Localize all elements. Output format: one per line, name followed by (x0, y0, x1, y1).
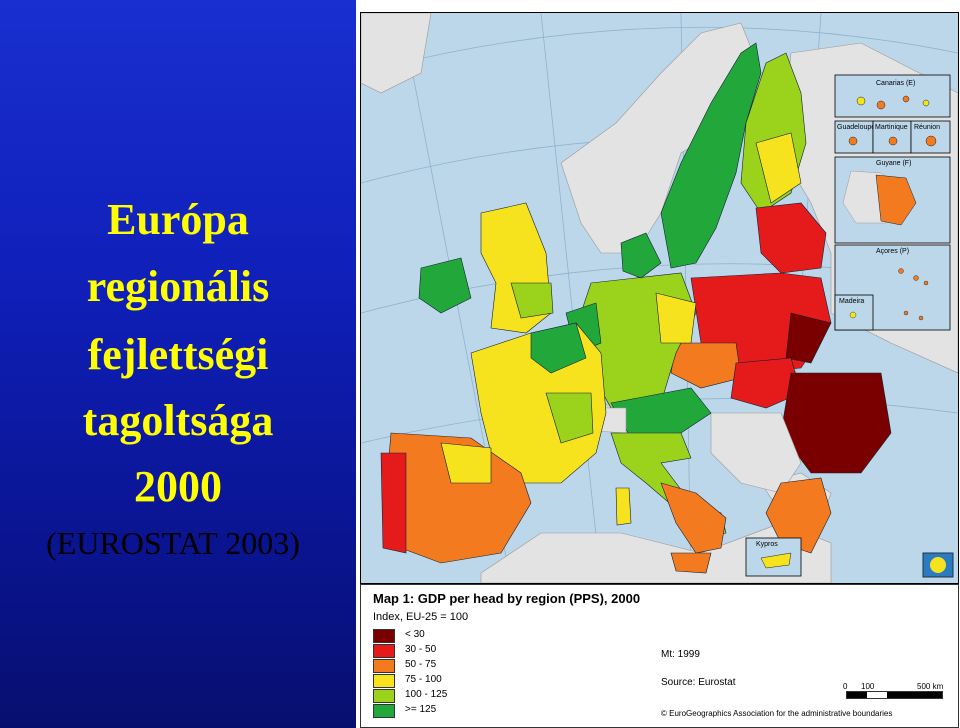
inset-label-acores: Açores (P) (876, 248, 909, 255)
italy-south-region (660, 482, 727, 554)
legend-label: 75 - 100 (405, 674, 442, 685)
baltics-region (755, 202, 827, 274)
legend-swatch (373, 689, 395, 703)
scale-tick-500: 500 km (917, 682, 944, 691)
spain-north-region (440, 442, 492, 484)
inset-label-kypros: Kypros (756, 541, 778, 548)
legend-label: 100 - 125 (405, 689, 448, 700)
scale-bar (846, 691, 943, 699)
slide-subtitle: (EUROSTAT 2003) (46, 525, 300, 561)
inset-label-guyane: Guyane (F) (876, 160, 911, 167)
france-rhone-region (545, 392, 594, 444)
denmark-region (620, 232, 662, 279)
ireland-region (418, 257, 472, 314)
uk-south-region (510, 282, 554, 319)
finland-east-region (755, 132, 802, 204)
legend-copyright: © EuroGeographics Association for the ad… (661, 709, 893, 718)
legend-mt-note: Mt: 1999 (661, 649, 700, 660)
title-line-3: fejlettségi (87, 330, 269, 379)
legend-source: Source: Eurostat (661, 677, 736, 688)
legend-swatch (373, 704, 395, 718)
title-line-5: 2000 (134, 462, 222, 511)
scale-tick-0: 0 (843, 682, 848, 691)
portugal-region (380, 452, 407, 554)
iceland-shape (361, 13, 432, 94)
greece-region (765, 477, 832, 554)
inset-label-martinique: Martinique (875, 124, 908, 131)
legend-label: < 30 (405, 629, 425, 640)
sicily-region (670, 552, 712, 574)
map-graphic: Kypros Canarias (E) Guadeloupe Martiniqu… (361, 13, 958, 583)
germany-east-region (655, 292, 697, 344)
slovakia-hungary-region (730, 357, 802, 409)
legend-swatch (373, 629, 395, 643)
legend-title: Map 1: GDP per head by region (PPS), 200… (373, 591, 641, 606)
legend-label: 30 - 50 (405, 644, 437, 655)
sardinia-region (615, 487, 632, 526)
slide-title-panel: Európa regionális fejlettségi tagoltsága… (0, 0, 356, 728)
title-line-4: tagoltsága (82, 396, 274, 445)
austria-region (610, 387, 712, 439)
eurostat-logo-icon (922, 552, 954, 578)
legend-label: 50 - 75 (405, 659, 437, 670)
legend-swatch (373, 674, 395, 688)
inset-label-guadeloupe: Guadeloupe (837, 124, 875, 131)
europe-gdp-map: Kypros Canarias (E) Guadeloupe Martiniqu… (360, 12, 959, 584)
title-line-1: Európa (107, 195, 249, 244)
poland-east-region (785, 312, 832, 364)
kypros-inset: Kypros (745, 537, 802, 577)
paris-region (530, 322, 587, 374)
map-legend: Map 1: GDP per head by region (PPS), 200… (360, 584, 959, 728)
sweden-region (660, 42, 762, 269)
czech-region (670, 342, 742, 389)
legend-swatch (373, 659, 395, 673)
legend-subtitle: Index, EU-25 = 100 (373, 611, 469, 623)
legend-label: >= 125 (405, 704, 437, 715)
inset-label-canarias: Canarias (E) (876, 80, 915, 87)
legend-swatch (373, 644, 395, 658)
inset-label-madeira: Madeira (839, 298, 864, 305)
scale-tick-100: 100 (861, 682, 875, 691)
title-line-2: regionális (86, 262, 270, 311)
inset-label-reunion: Réunion (914, 124, 940, 131)
overseas-insets: Canarias (E) Guadeloupe Martinique Réuni… (834, 74, 951, 331)
